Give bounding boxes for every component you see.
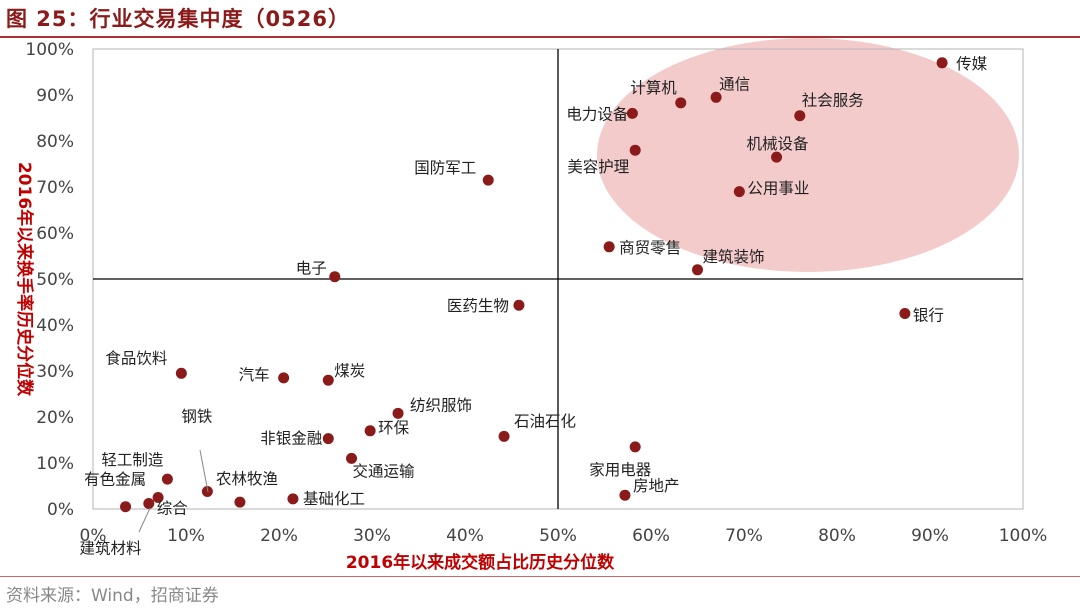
y-tick-label: 40% bbox=[36, 316, 74, 336]
x-tick-label: 100% bbox=[999, 526, 1048, 546]
data-label: 家用电器 bbox=[589, 461, 652, 479]
y-tick-label: 20% bbox=[36, 408, 74, 428]
data-point bbox=[794, 110, 806, 122]
data-label: 纺织服饰 bbox=[410, 396, 472, 414]
data-label: 电子 bbox=[296, 260, 327, 278]
y-tick-label: 30% bbox=[36, 362, 74, 382]
x-axis-title: 2016年以来成交额占比历史分位数 bbox=[346, 552, 615, 573]
data-point bbox=[322, 433, 334, 445]
source-rule bbox=[0, 576, 1080, 577]
data-label: 环保 bbox=[378, 419, 410, 437]
x-tick-label: 50% bbox=[539, 526, 577, 546]
highlight-ellipse bbox=[597, 38, 1019, 272]
data-label: 计算机 bbox=[630, 78, 677, 97]
y-tick-label: 70% bbox=[36, 178, 74, 198]
data-point bbox=[152, 492, 164, 503]
data-label: 综合 bbox=[157, 499, 189, 517]
y-tick-label: 90% bbox=[36, 86, 74, 106]
scatter-chart: 0% 10% 20% 30% 40% 50% 60% 70% 80% 90% 100% 0% 10% 20… bbox=[14, 38, 1048, 573]
data-point bbox=[482, 174, 494, 186]
data-point bbox=[120, 501, 132, 513]
leader-line bbox=[138, 507, 151, 533]
data-point bbox=[392, 407, 404, 419]
data-label: 基础化工 bbox=[303, 490, 365, 508]
data-label: 传媒 bbox=[956, 55, 988, 73]
data-point bbox=[629, 441, 641, 453]
data-point bbox=[513, 299, 525, 311]
y-tick-label: 80% bbox=[36, 132, 74, 152]
x-tick-label: 40% bbox=[446, 526, 484, 546]
data-label: 公用事业 bbox=[747, 180, 809, 198]
data-label: 建筑材料 bbox=[80, 540, 142, 558]
data-label: 美容护理 bbox=[567, 158, 629, 176]
data-point bbox=[619, 489, 631, 501]
data-label: 商贸零售 bbox=[619, 239, 681, 257]
y-tick-label: 60% bbox=[36, 224, 74, 244]
data-point bbox=[733, 186, 745, 198]
title-rule bbox=[0, 36, 1080, 38]
data-point bbox=[771, 151, 783, 163]
x-tick-label: 0% bbox=[80, 526, 107, 546]
data-label: 医药生物 bbox=[447, 297, 509, 315]
data-label: 电力设备 bbox=[566, 105, 629, 123]
data-point bbox=[329, 271, 341, 283]
x-tick-label: 90% bbox=[911, 526, 949, 546]
data-label: 交通运输 bbox=[353, 462, 416, 480]
data-point bbox=[161, 473, 173, 485]
data-point bbox=[692, 264, 703, 276]
data-label: 机械设备 bbox=[747, 135, 810, 153]
data-label: 通信 bbox=[719, 75, 750, 93]
x-tick-label: 60% bbox=[632, 526, 670, 546]
data-label: 房地产 bbox=[633, 477, 680, 495]
data-point bbox=[710, 91, 722, 103]
data-point bbox=[346, 452, 358, 464]
data-label: 国防军工 bbox=[414, 159, 476, 177]
data-point bbox=[675, 97, 687, 109]
data-point bbox=[626, 107, 638, 119]
x-tick-label: 70% bbox=[725, 526, 763, 546]
x-tick-label: 10% bbox=[167, 526, 205, 546]
data-point bbox=[175, 367, 187, 379]
data-point bbox=[603, 241, 615, 253]
y-tick-label: 100% bbox=[25, 40, 74, 60]
data-point bbox=[201, 486, 213, 498]
data-point bbox=[936, 57, 948, 69]
data-label: 建筑装饰 bbox=[703, 248, 765, 266]
data-point bbox=[278, 372, 290, 384]
data-label: 食品饮料 bbox=[105, 349, 167, 367]
data-label: 银行 bbox=[913, 307, 944, 325]
x-tick-label: 30% bbox=[353, 526, 391, 546]
y-axis-title: 2016年以来换手率历史分位数 bbox=[14, 162, 35, 397]
y-tick-label: 50% bbox=[36, 270, 74, 290]
data-label: 煤炭 bbox=[334, 362, 365, 380]
data-label: 农林牧渔 bbox=[216, 470, 278, 488]
data-point bbox=[287, 493, 299, 505]
leader-line bbox=[199, 449, 209, 493]
data-point bbox=[322, 374, 334, 386]
data-point bbox=[234, 496, 246, 508]
data-point bbox=[143, 497, 155, 509]
data-label: 汽车 bbox=[239, 366, 270, 384]
data-label: 钢铁 bbox=[181, 408, 212, 426]
data-point bbox=[899, 308, 911, 319]
x-tick-label: 80% bbox=[818, 526, 856, 546]
data-label: 非银金融 bbox=[260, 430, 322, 448]
data-point bbox=[629, 144, 641, 156]
y-tick-label: 10% bbox=[36, 454, 74, 474]
x-tick-label: 20% bbox=[260, 526, 298, 546]
data-label: 有色金属 bbox=[84, 471, 146, 489]
source-note: 资料来源：Wind，招商证券 bbox=[6, 586, 219, 606]
y-tick-label: 0% bbox=[47, 500, 74, 520]
data-label: 石油石化 bbox=[514, 412, 576, 430]
data-point bbox=[498, 430, 510, 442]
figure-title: 图 25：行业交易集中度（0526） bbox=[6, 7, 350, 31]
data-label: 轻工制造 bbox=[101, 451, 164, 469]
data-point bbox=[364, 425, 376, 437]
data-label: 社会服务 bbox=[802, 92, 864, 110]
